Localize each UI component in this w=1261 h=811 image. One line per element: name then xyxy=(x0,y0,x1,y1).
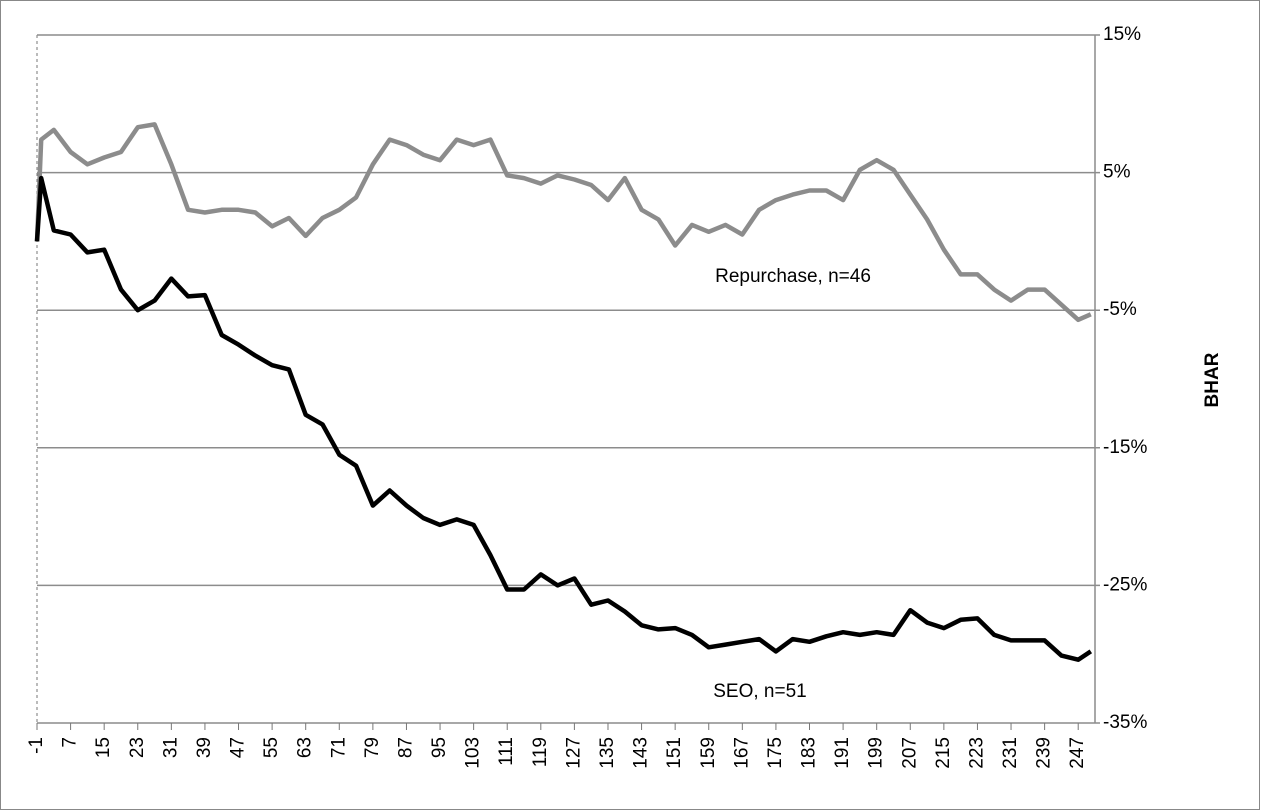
series-line xyxy=(34,175,1093,662)
x-tick-label: 183 xyxy=(799,737,820,769)
x-tick-label: 135 xyxy=(597,737,618,769)
y-tick-label: -25% xyxy=(1103,574,1147,595)
x-tick-label: 15 xyxy=(93,737,114,758)
x-tick-label: 7 xyxy=(60,737,81,748)
series-line xyxy=(34,122,1092,323)
x-tick-label: 87 xyxy=(395,737,416,758)
x-tick-label: 151 xyxy=(664,737,685,769)
y-axis-title: BHAR xyxy=(1202,352,1223,407)
x-tick-label: 103 xyxy=(463,737,484,769)
x-tick-label: 71 xyxy=(328,737,349,758)
x-tick-label: 95 xyxy=(429,737,450,758)
y-tick-label: 15% xyxy=(1103,24,1141,45)
x-tick-label: 63 xyxy=(295,737,316,758)
series-label: SEO, n=51 xyxy=(713,681,806,702)
x-tick-label: 199 xyxy=(866,737,887,769)
x-tick-label: 23 xyxy=(127,737,148,758)
x-tick-label: 239 xyxy=(1034,737,1055,769)
x-tick-label: 127 xyxy=(563,737,584,769)
x-tick-label: 175 xyxy=(765,737,786,769)
x-tick-label: 207 xyxy=(899,737,920,769)
y-tick-label: -35% xyxy=(1103,712,1147,733)
x-tick-label: 191 xyxy=(832,737,853,769)
x-tick-label: 215 xyxy=(933,737,954,769)
x-tick-label: 39 xyxy=(194,737,215,758)
y-tick-label: -5% xyxy=(1103,299,1137,320)
x-tick-label: 159 xyxy=(698,737,719,769)
x-tick-label: 119 xyxy=(530,737,551,767)
x-tick-label: 79 xyxy=(362,737,383,758)
x-tick-label: 55 xyxy=(261,737,282,758)
x-tick-label: 167 xyxy=(731,737,752,769)
x-tick-label: -1 xyxy=(26,737,47,754)
x-tick-label: 31 xyxy=(160,737,181,758)
y-tick-label: -15% xyxy=(1103,437,1147,458)
x-tick-label: 47 xyxy=(228,737,249,758)
series-label: Repurchase, n=46 xyxy=(715,266,871,287)
x-tick-label: 247 xyxy=(1067,737,1088,769)
y-tick-label: 5% xyxy=(1103,162,1131,183)
x-tick-label: 231 xyxy=(1000,737,1021,769)
x-tick-label: 143 xyxy=(631,737,652,769)
x-tick-label: 111 xyxy=(496,737,517,766)
x-tick-label: 223 xyxy=(966,737,987,769)
